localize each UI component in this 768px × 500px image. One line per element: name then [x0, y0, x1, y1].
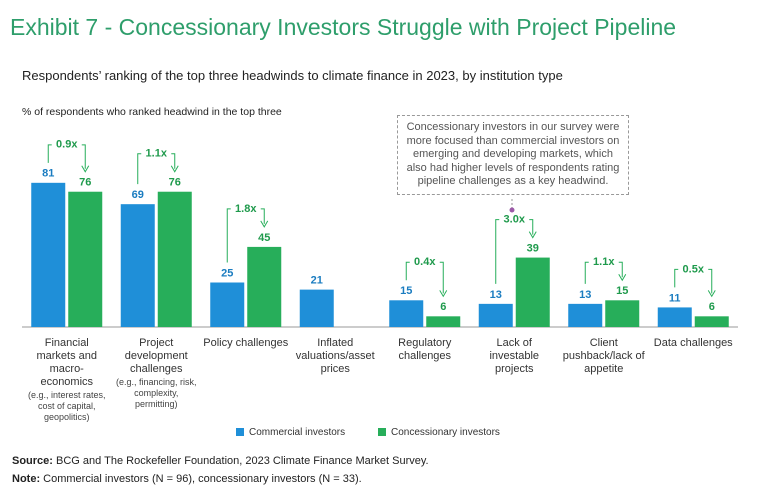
category-name: Regulatory challenges [398, 337, 452, 362]
note-text: Commercial investors (N = 96), concessio… [43, 473, 362, 485]
x-tick-label: Inflated valuations/asset prices [292, 337, 378, 376]
bar [210, 282, 245, 327]
ratio-arrow [707, 290, 716, 298]
chart-subtitle: Respondents’ ranking of the top three he… [22, 68, 563, 83]
legend-swatch [378, 428, 386, 436]
value-label: 13 [490, 289, 502, 301]
source-text: BCG and The Rockefeller Foundation, 2023… [56, 455, 429, 467]
ratio-bg [51, 137, 82, 152]
category-name: Lack of investable projects [489, 337, 540, 375]
chart-title: Exhibit 7 - Concessionary Investors Stru… [10, 14, 677, 40]
source-label: Source: [12, 455, 53, 467]
value-label: 11 [669, 292, 681, 304]
legend-label: Concessionary investors [391, 427, 500, 438]
y-axis-label: % of respondents who ranked headwind in … [22, 106, 282, 118]
value-label: 69 [132, 189, 144, 201]
value-label: 76 [79, 177, 91, 189]
ratio-arrow [260, 220, 269, 228]
annotation-dot [509, 207, 515, 213]
category-note: (e.g., interest rates, cost of capital, … [27, 390, 106, 422]
note: Note: Commercial investors (N = 96), con… [12, 473, 362, 485]
category-name: Project development challenges [124, 337, 188, 375]
ratio-label: 1.1x [146, 148, 168, 160]
ratio-bg [499, 212, 530, 227]
x-tick-label: Project development challenges (e.g., fin… [113, 337, 199, 410]
category-name: Client pushback/lack of appetite [562, 337, 645, 375]
value-label: 6 [709, 301, 715, 313]
ratio-arrow [618, 274, 627, 282]
source: Source: BCG and The Rockefeller Foundati… [12, 455, 429, 467]
bar [247, 246, 282, 327]
value-label: 21 [311, 275, 323, 287]
value-label: 25 [221, 267, 233, 279]
bar [694, 316, 729, 327]
bar [31, 182, 66, 327]
category-note: (e.g., financing, risk, complexity, perm… [115, 377, 197, 409]
x-tick-label: Data challenges [650, 337, 736, 350]
bar [299, 289, 334, 327]
ratio-arrow [170, 165, 179, 173]
ratio-arrow [528, 231, 537, 239]
ratio-arrow [81, 165, 90, 173]
ratio-bg [409, 255, 440, 270]
x-tick-label: Client pushback/lack of appetite [561, 337, 647, 376]
bar [157, 191, 192, 327]
ratio-label: 3.0x [504, 213, 526, 225]
value-label: 39 [527, 242, 539, 254]
ratio-label: 1.8x [235, 203, 257, 215]
ratio-bg [588, 255, 619, 270]
x-tick-label: Regulatory challenges [382, 337, 468, 363]
legend-label: Commercial investors [249, 427, 345, 438]
category-name: Financial markets and macro-economics [36, 337, 98, 388]
value-label: 13 [579, 289, 591, 301]
x-tick-label: Financial markets and macro-economics (e.… [24, 337, 110, 423]
ratio-bg [230, 201, 261, 216]
value-label: 15 [616, 285, 628, 297]
bar [426, 316, 461, 327]
category-name: Inflated valuations/asset prices [295, 337, 375, 375]
value-label: 76 [169, 177, 181, 189]
ratio-bg [678, 262, 709, 277]
bar [120, 204, 155, 327]
ratio-label: 0.9x [56, 139, 78, 151]
category-name: Policy challenges [203, 337, 289, 349]
bar [68, 191, 103, 327]
bar [478, 303, 513, 327]
bar [605, 300, 640, 327]
x-tick-label: Policy challenges [203, 337, 289, 350]
bar [568, 303, 603, 327]
value-label: 6 [440, 301, 446, 313]
bar [389, 300, 424, 327]
category-name: Data challenges [653, 337, 733, 349]
ratio-arrow [439, 290, 448, 298]
x-tick-label: Lack of investable projects [471, 337, 557, 376]
ratio-label: 0.4x [414, 256, 436, 268]
ratio-label: 0.5x [683, 263, 705, 275]
bar [515, 257, 550, 327]
value-label: 15 [400, 285, 412, 297]
bar [657, 307, 692, 327]
ratio-bg [141, 146, 172, 161]
ratio-label: 1.1x [593, 256, 615, 268]
annotation: Concessionary investors in our survey we… [397, 115, 629, 195]
legend-swatch [236, 428, 244, 436]
note-label: Note: [12, 473, 41, 485]
value-label: 45 [258, 232, 270, 244]
value-label: 81 [42, 168, 54, 180]
